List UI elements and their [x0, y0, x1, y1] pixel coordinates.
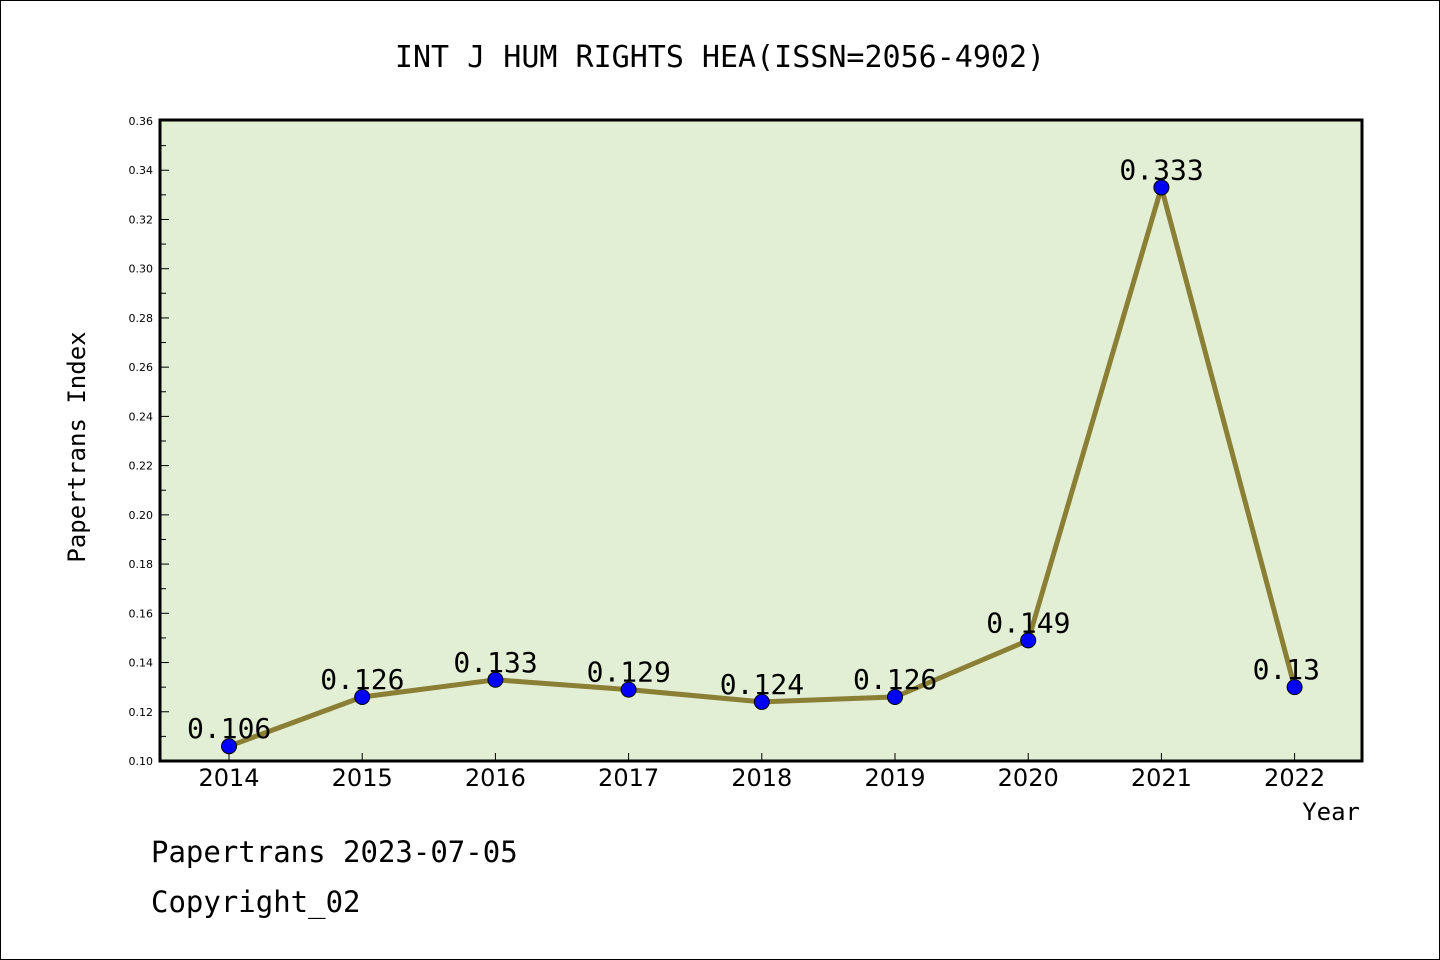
data-label: 0.149 — [986, 606, 1070, 639]
y-tick-label: 0.32 — [129, 213, 154, 226]
data-point — [1286, 679, 1303, 696]
x-tick-label: 2022 — [1264, 764, 1325, 792]
data-point — [1020, 632, 1037, 649]
y-tick-label: 0.14 — [129, 657, 154, 670]
data-point — [354, 689, 371, 705]
y-tick-label: 0.18 — [129, 558, 154, 571]
data-label: 0.333 — [1119, 153, 1203, 186]
chart-title: INT J HUM RIGHTS HEA(ISSN=2056-4902) — [395, 40, 1045, 75]
footer-date-stamp: Papertrans 2023-07-05 — [151, 835, 518, 869]
data-point — [887, 689, 903, 705]
y-axis-label: Papertrans Index — [63, 331, 91, 562]
y-tick-label: 0.16 — [129, 607, 154, 620]
data-point — [487, 671, 504, 688]
y-axis-ticks: 0.10 0.12 0.14 0.16 0.18 0.20 0.22 0.24 0.26 0.28… — [129, 115, 169, 768]
x-tick-label: 2015 — [332, 764, 393, 792]
x-tick-label: 2018 — [731, 764, 792, 792]
data-label: 0.129 — [587, 656, 671, 689]
x-tick-label: 2017 — [598, 764, 659, 792]
y-tick-label: 0.26 — [129, 361, 154, 374]
data-label: 0.126 — [320, 663, 404, 696]
data-point — [1153, 179, 1170, 196]
y-tick-label: 0.12 — [129, 706, 154, 719]
x-tick-label: 2014 — [198, 764, 259, 792]
footer-copyright: Copyright_02 — [151, 885, 361, 919]
data-point — [753, 693, 770, 710]
data-label: 0.126 — [853, 663, 937, 696]
series-papertrans-index: 0.106 0.126 0.133 0.129 0.124 0.126 0.149 0.333… — [187, 153, 1320, 755]
data-label: 0.106 — [187, 712, 271, 745]
y-tick-label: 0.28 — [129, 312, 154, 325]
y-tick-label: 0.22 — [129, 460, 154, 473]
y-tick-label: 0.30 — [129, 263, 154, 276]
data-point — [620, 681, 637, 698]
data-label: 0.124 — [720, 668, 804, 701]
x-tick-label: 2020 — [998, 764, 1059, 792]
x-axis-label: Year — [1302, 798, 1360, 826]
x-axis-ticks: 2014 2015 2016 2017 2018 2019 2020 2021 2022 — [198, 753, 1325, 792]
x-tick-label: 2016 — [465, 764, 526, 792]
data-point — [221, 738, 237, 755]
x-tick-label: 2021 — [1131, 764, 1192, 792]
y-tick-label: 0.36 — [129, 115, 154, 128]
plot-area — [158, 118, 1364, 763]
y-tick-label: 0.20 — [129, 509, 154, 522]
y-tick-label: 0.10 — [129, 755, 154, 768]
x-tick-label: 2019 — [864, 764, 925, 792]
data-label: 0.133 — [453, 646, 537, 679]
y-tick-label: 0.24 — [129, 410, 154, 423]
data-label: 0.13 — [1253, 653, 1320, 686]
y-tick-label: 0.34 — [129, 164, 154, 177]
